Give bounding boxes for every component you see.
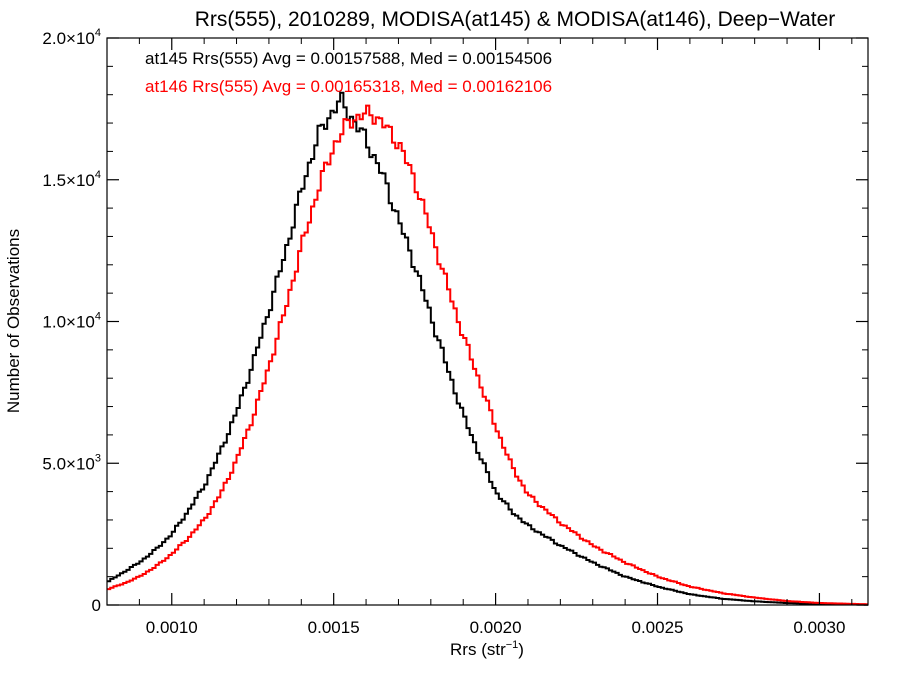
y-tick-label: 1.0×104 <box>42 311 101 332</box>
series-line-0 <box>107 91 868 606</box>
x-tick-label: 0.0010 <box>146 618 198 637</box>
chart-title: Rrs(555), 2010289, MODISA(at145) & MODIS… <box>195 8 836 31</box>
x-tick-label: 0.0025 <box>632 618 684 637</box>
x-axis-title-end: ) <box>518 640 524 659</box>
annotation-1: at146 Rrs(555) Avg = 0.00165318, Med = 0… <box>145 77 552 96</box>
annotation-0: at145 Rrs(555) Avg = 0.00157588, Med = 0… <box>145 49 552 68</box>
plot-frame <box>106 37 869 606</box>
y-tick-label: 2.0×104 <box>42 27 101 48</box>
series-line-1 <box>107 104 868 606</box>
x-tick-label: 0.0030 <box>793 618 845 637</box>
tick-labels: 0.0010 0.0015 0.0020 0.0025 0.0030 0 5.0×103 1.… <box>42 27 845 637</box>
x-axis-title-text: Rrs (str <box>450 640 506 659</box>
y-tick-label: 5.0×103 <box>42 452 101 473</box>
y-tick-label: 0 <box>92 596 101 615</box>
x-axis-title-sup: −1 <box>506 639 519 651</box>
x-tick-label: 0.0015 <box>308 618 360 637</box>
x-axis-title: Rrs (str−1) <box>450 639 524 659</box>
series-layer <box>107 91 868 606</box>
y-axis-title: Number of Observations <box>4 229 23 413</box>
x-tick-label: 0.0020 <box>470 618 522 637</box>
y-tick-label: 1.5×104 <box>42 169 101 190</box>
axis-ticks <box>106 37 868 606</box>
annotations: at145 Rrs(555) Avg = 0.00157588, Med = 0… <box>145 49 552 96</box>
